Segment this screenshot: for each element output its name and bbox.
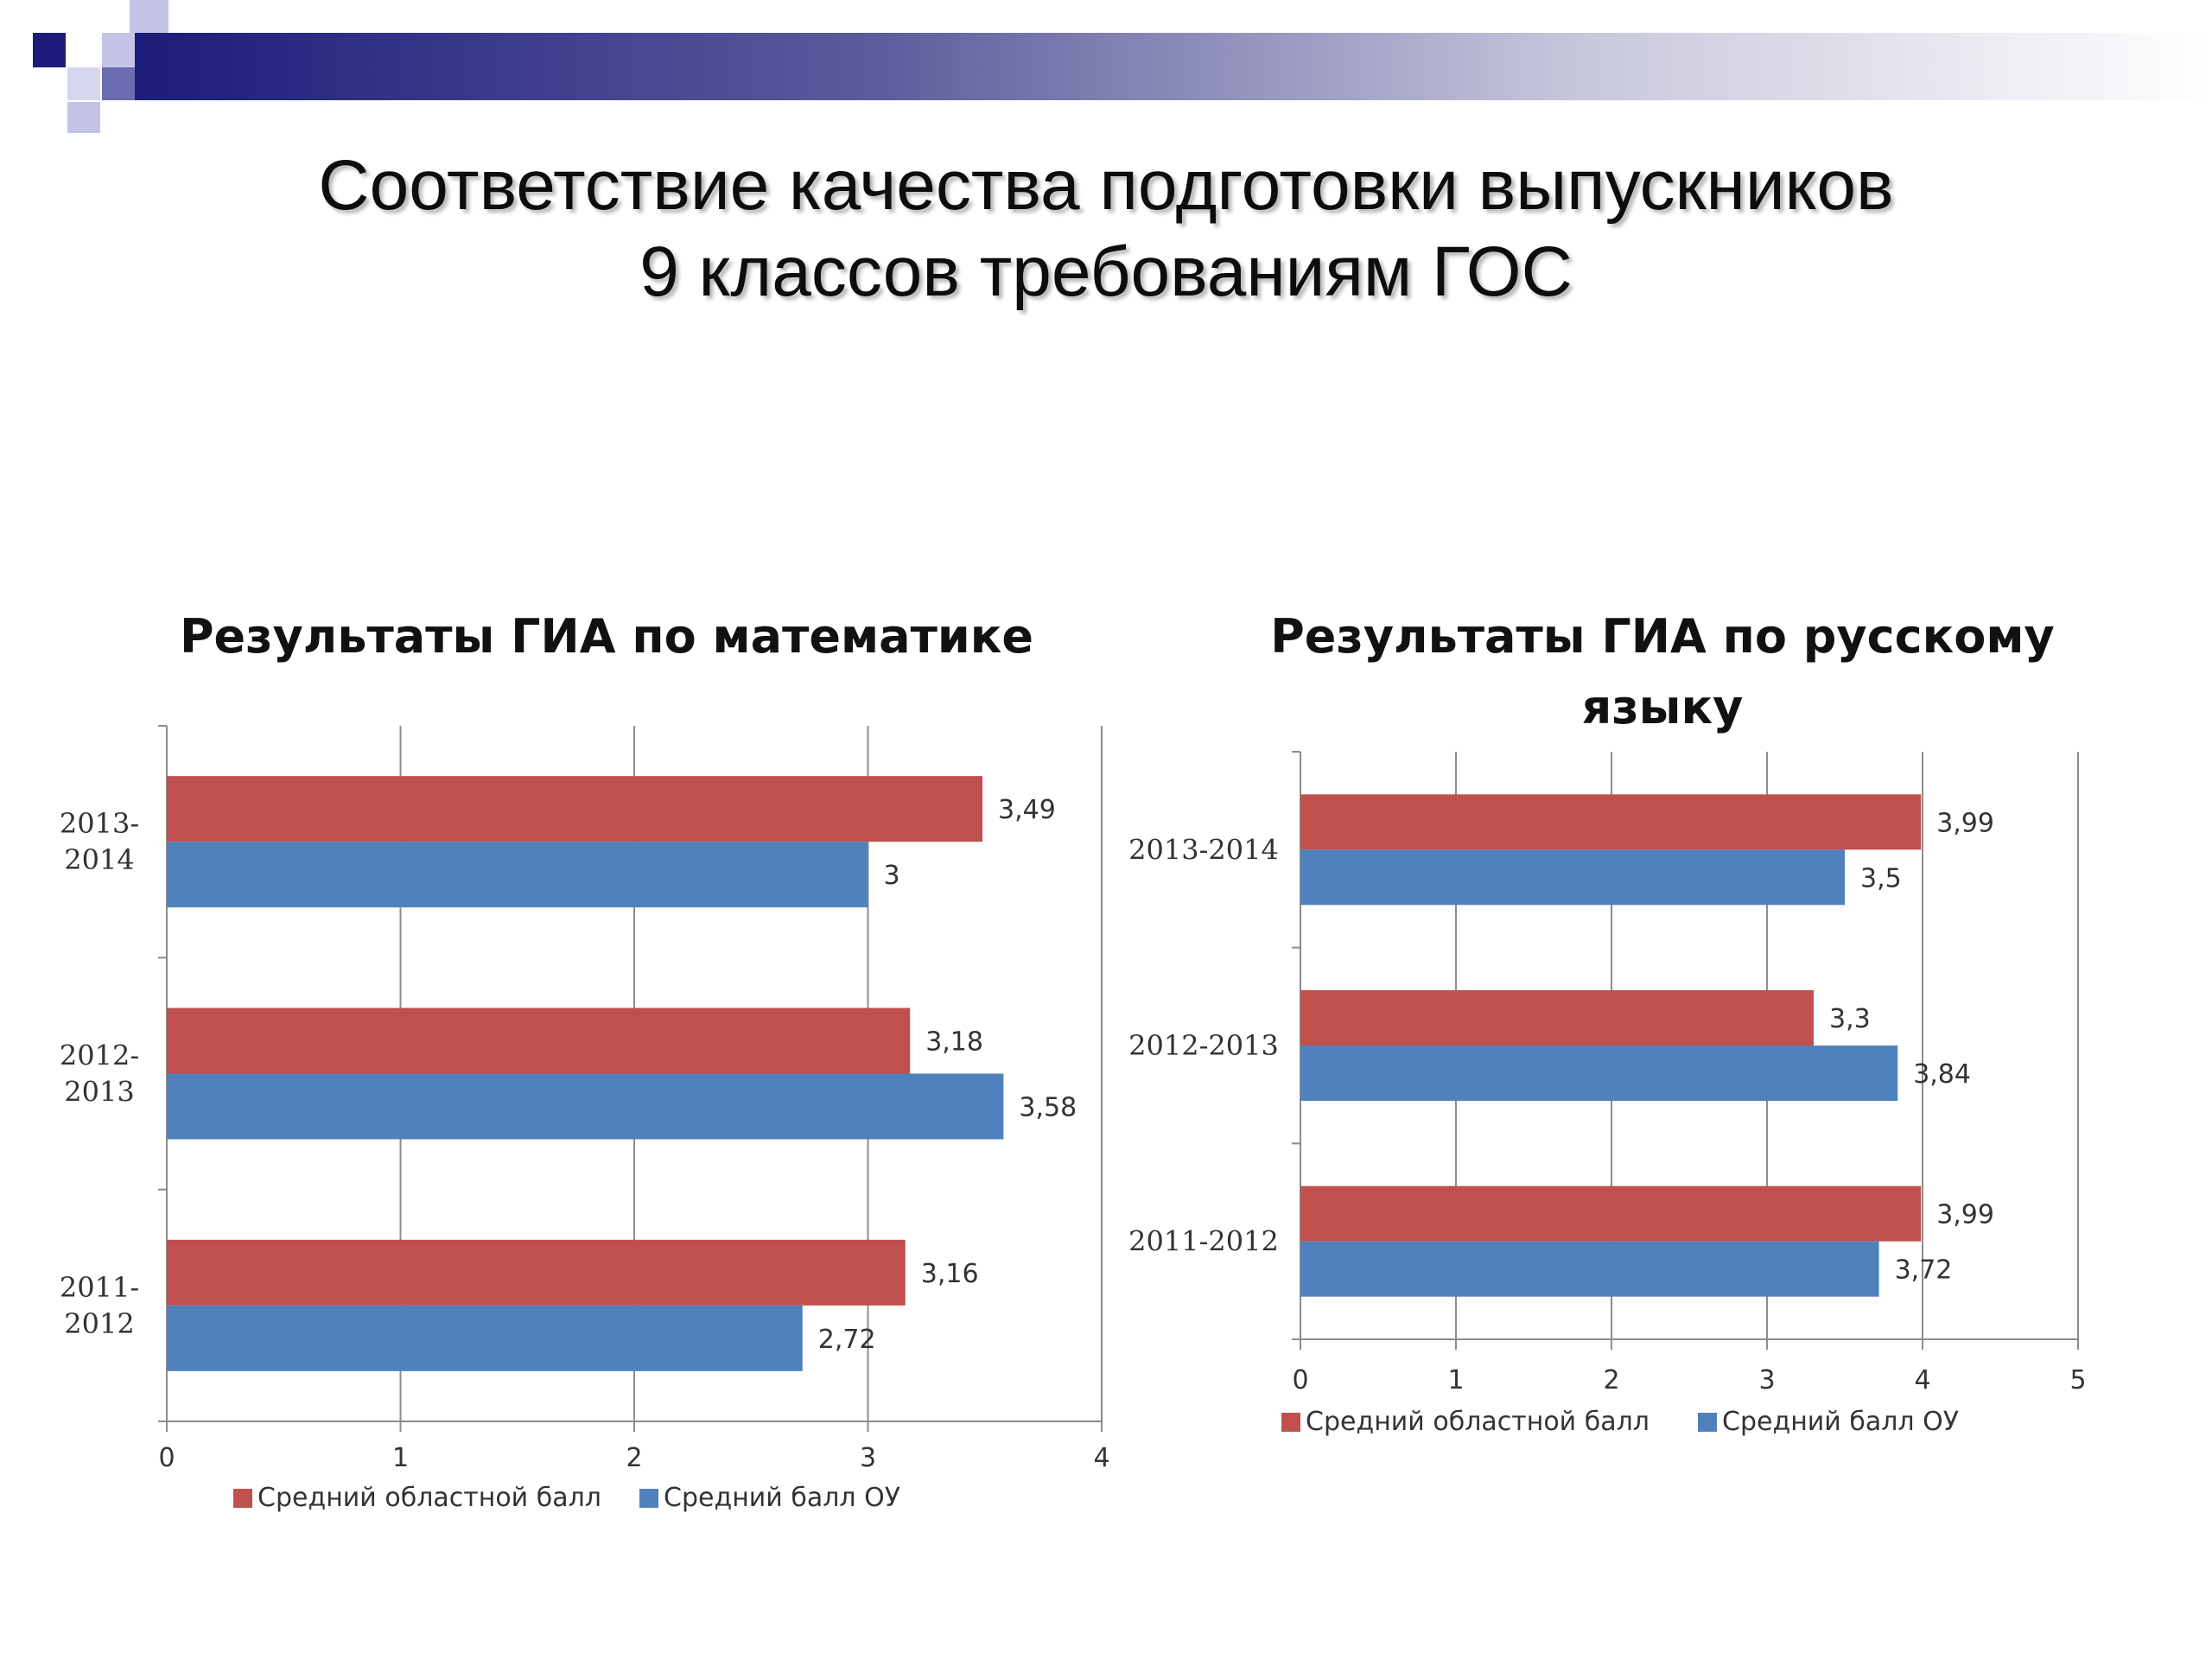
russian-bar-school bbox=[1300, 1046, 1898, 1101]
slide-header-decoration bbox=[0, 0, 2212, 134]
russian-x-tick-label: 5 bbox=[2069, 1365, 2086, 1395]
slide-title: Соответствие качества подготовки выпускн… bbox=[0, 143, 2212, 315]
math-data-label-regional: 3,49 bbox=[998, 795, 1056, 825]
math-category-label: 2012- 2013 bbox=[60, 1039, 139, 1109]
header-square-accent-4 bbox=[102, 33, 135, 67]
russian-bar-school bbox=[1300, 1241, 1879, 1297]
russian-data-label-regional: 3,99 bbox=[1936, 1200, 1994, 1230]
russian-data-label-school: 3,72 bbox=[1895, 1255, 1953, 1286]
math-legend-label-regional: Средний областной балл bbox=[257, 1483, 601, 1513]
math-x-tick-label: 0 bbox=[158, 1443, 175, 1473]
russian-data-label-regional: 3,99 bbox=[1936, 808, 1994, 838]
russian-data-label-regional: 3,3 bbox=[1829, 1004, 1871, 1034]
math-category-label-line: 2012 bbox=[64, 1307, 134, 1340]
russian-category-label: 2013-2014 bbox=[1128, 833, 1279, 866]
russian-legend-label-school: Средний балл ОУ bbox=[1722, 1407, 1959, 1437]
russian-category-label: 2011-2012 bbox=[1128, 1225, 1279, 1258]
math-bar-school bbox=[167, 1305, 803, 1371]
header-square-accent-5 bbox=[67, 102, 100, 133]
math-data-label-school: 3,58 bbox=[1019, 1093, 1077, 1123]
russian-legend-swatch-school bbox=[1698, 1413, 1717, 1432]
math-legend-swatch-school bbox=[639, 1489, 658, 1508]
russian-data-label-school: 3,84 bbox=[1913, 1059, 1971, 1090]
math-category-label: 2013-2014 bbox=[60, 807, 139, 876]
math-data-label-school: 2,72 bbox=[818, 1325, 876, 1355]
russian-x-tick-label: 4 bbox=[1914, 1365, 1930, 1395]
math-category-label-line: 2013 bbox=[64, 1076, 134, 1109]
russian-chart-title-line: Результаты ГИА по русскому bbox=[1270, 609, 2055, 664]
russian-bar-school bbox=[1300, 849, 1845, 906]
header-square-accent-3 bbox=[67, 67, 100, 100]
math-legend-swatch-regional bbox=[233, 1489, 252, 1508]
header-square-accent-7 bbox=[102, 67, 135, 100]
slide-title-line-1: Соответствие качества подготовки выпускн… bbox=[318, 146, 1894, 225]
math-bar-school bbox=[167, 1073, 1004, 1140]
math-category-label: 2011-2012 bbox=[60, 1271, 139, 1340]
math-category-label-line: 2014 bbox=[64, 843, 134, 876]
russian-legend-label-regional: Средний областной балл bbox=[1306, 1407, 1649, 1437]
russian-bar-regional bbox=[1300, 1185, 1922, 1242]
russian-category-label-line: 2011-2012 bbox=[1128, 1225, 1279, 1258]
slide-title-line-2: 9 классов требованиям ГОС bbox=[639, 232, 1573, 311]
math-data-label-school: 3 bbox=[884, 861, 900, 891]
russian-chart-title-line: языку bbox=[1582, 680, 1744, 734]
russian-legend-swatch-regional bbox=[1281, 1413, 1300, 1432]
math-legend-label-school: Средний балл ОУ bbox=[664, 1483, 900, 1513]
math-category-label-line: 2012- bbox=[60, 1039, 139, 1072]
russian-x-tick-label: 1 bbox=[1447, 1365, 1464, 1395]
math-bar-school bbox=[167, 842, 868, 908]
russian-bar-regional bbox=[1300, 794, 1922, 850]
math-x-tick-label: 4 bbox=[1093, 1443, 1109, 1473]
math-chart-title: Результаты ГИА по математике bbox=[180, 609, 1033, 664]
math-chart-title-line: Результаты ГИА по математике bbox=[180, 609, 1033, 664]
math-x-tick-label: 1 bbox=[392, 1443, 409, 1473]
header-gradient-bar bbox=[134, 33, 2212, 100]
header-square-accent-2 bbox=[33, 33, 66, 67]
russian-x-tick-label: 0 bbox=[1292, 1365, 1308, 1395]
math-category-label-line: 2013- bbox=[60, 807, 139, 840]
math-bar-regional bbox=[167, 1007, 911, 1074]
russian-category-label-line: 2013-2014 bbox=[1128, 833, 1279, 866]
math-bar-regional bbox=[167, 1239, 906, 1306]
russian-category-label-line: 2012-2013 bbox=[1128, 1029, 1279, 1062]
russian-bar-regional bbox=[1300, 990, 1814, 1046]
math-results-chart: Результаты ГИА по математике 0 1 2 3 4 3,16 2,7… bbox=[60, 609, 1110, 1513]
russian-category-label: 2012-2013 bbox=[1128, 1029, 1279, 1062]
russian-chart-title: Результаты ГИА по русскому языку bbox=[1270, 609, 2055, 734]
math-data-label-regional: 3,18 bbox=[925, 1027, 983, 1058]
math-x-tick-label: 2 bbox=[626, 1443, 642, 1473]
russian-x-tick-label: 3 bbox=[1758, 1365, 1775, 1395]
math-x-tick-label: 3 bbox=[860, 1443, 876, 1473]
russian-data-label-school: 3,5 bbox=[1860, 863, 1902, 893]
math-data-label-regional: 3,16 bbox=[921, 1259, 979, 1289]
math-bar-regional bbox=[167, 776, 983, 842]
math-category-label-line: 2011- bbox=[60, 1271, 139, 1304]
header-square-accent-6 bbox=[130, 0, 168, 33]
russian-x-tick-label: 2 bbox=[1603, 1365, 1619, 1395]
